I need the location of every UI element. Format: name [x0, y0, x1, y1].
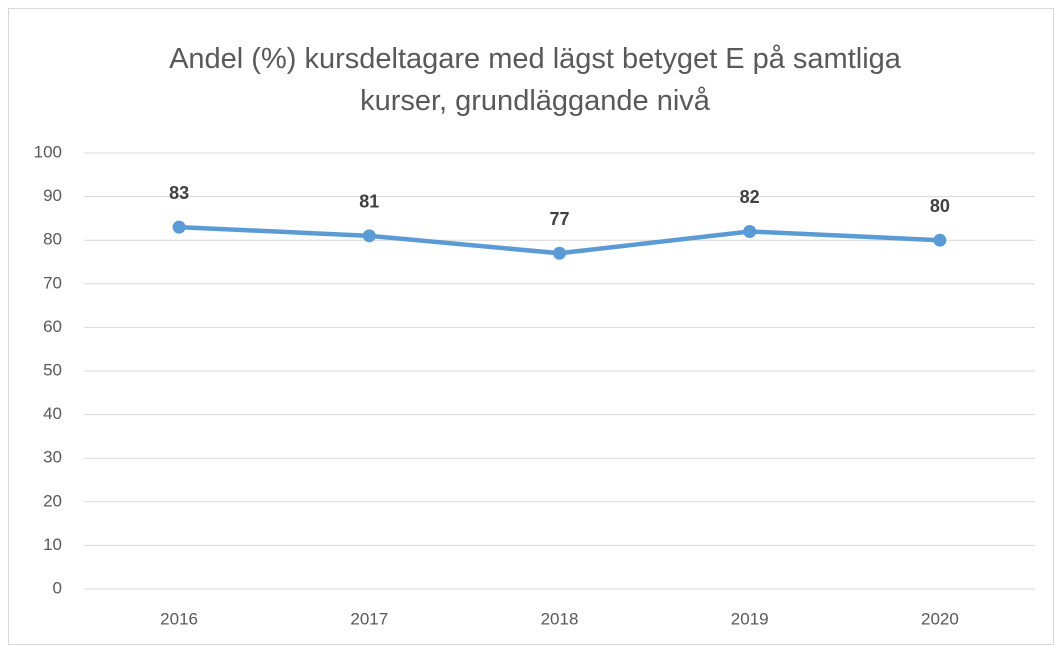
- data-label: 77: [549, 209, 569, 229]
- point: [553, 246, 566, 260]
- point: [933, 233, 947, 247]
- data-label: 83: [169, 183, 189, 203]
- y-tick-label: 100: [34, 142, 62, 161]
- point: [362, 229, 376, 243]
- y-tick-label: 70: [43, 273, 62, 292]
- data-label: 80: [930, 196, 950, 216]
- x-tick-label: 2016: [160, 609, 198, 628]
- y-tick-label: 20: [43, 491, 62, 510]
- chart-title: Andel (%) kursdeltagare med lägst betyge…: [169, 43, 901, 117]
- y-tick-label: 80: [43, 230, 62, 249]
- y-tick-label: 50: [43, 360, 62, 379]
- y-tick-label: 10: [43, 535, 62, 554]
- y-tick-label: 0: [53, 578, 62, 597]
- point: [743, 224, 757, 238]
- x-tick-label: 2020: [921, 609, 959, 628]
- y-tick-label: 30: [43, 448, 62, 467]
- x-tick-label: 2019: [731, 609, 769, 628]
- y-tick-label: 40: [43, 404, 62, 423]
- data-label: 82: [740, 187, 760, 207]
- x-tick-label: 2018: [541, 609, 579, 628]
- point: [172, 220, 186, 234]
- chart-border: [8, 8, 1054, 645]
- y-tick-label: 60: [43, 317, 62, 336]
- x-tick-label: 2017: [350, 609, 388, 628]
- data-label: 81: [359, 192, 379, 212]
- y-tick-label: 90: [43, 186, 62, 205]
